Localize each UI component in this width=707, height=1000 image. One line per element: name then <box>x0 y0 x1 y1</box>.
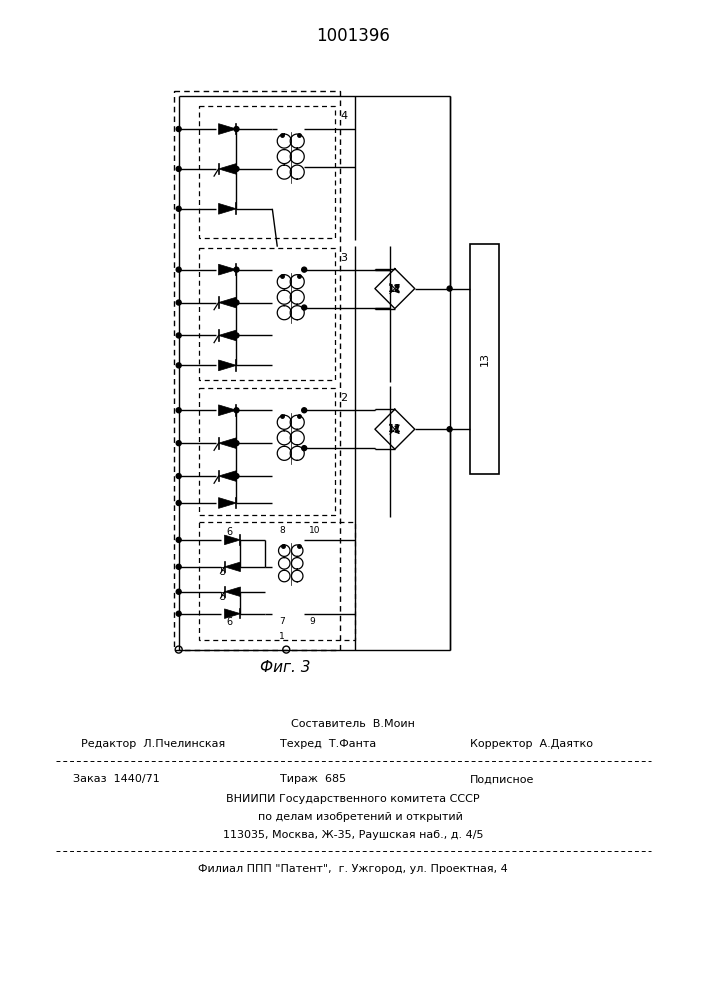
Polygon shape <box>218 264 236 275</box>
Circle shape <box>176 611 181 616</box>
Bar <box>199 248 335 380</box>
Circle shape <box>176 363 181 368</box>
Text: Составитель  В.Моин: Составитель В.Моин <box>291 719 415 729</box>
Circle shape <box>176 564 181 569</box>
Text: Редактор  Л.Пчелинская: Редактор Л.Пчелинская <box>81 739 226 749</box>
Text: 10: 10 <box>309 526 321 535</box>
Text: 8: 8 <box>279 526 285 535</box>
Text: 12: 12 <box>388 284 402 294</box>
Text: Корректор  А.Даятко: Корректор А.Даятко <box>469 739 592 749</box>
Circle shape <box>176 474 181 479</box>
Circle shape <box>234 267 239 272</box>
Text: 5: 5 <box>219 567 226 577</box>
Polygon shape <box>218 164 236 174</box>
Circle shape <box>302 408 307 413</box>
Circle shape <box>447 427 452 432</box>
Polygon shape <box>218 330 236 341</box>
Text: Техред  Т.Фанта: Техред Т.Фанта <box>280 739 377 749</box>
Text: Заказ  1440/71: Заказ 1440/71 <box>73 774 160 784</box>
Polygon shape <box>218 203 236 214</box>
Bar <box>174 91 340 650</box>
Text: 9: 9 <box>309 617 315 626</box>
Text: 4: 4 <box>340 111 347 121</box>
Bar <box>199 106 335 238</box>
Polygon shape <box>225 587 240 597</box>
Circle shape <box>176 166 181 171</box>
Circle shape <box>176 500 181 505</box>
Polygon shape <box>218 124 236 134</box>
Polygon shape <box>218 471 236 481</box>
Text: Тираж  685: Тираж 685 <box>280 774 346 784</box>
Text: 6: 6 <box>226 527 233 537</box>
Text: 7: 7 <box>279 617 285 626</box>
Text: 6: 6 <box>226 617 233 627</box>
Bar <box>199 388 335 515</box>
Circle shape <box>234 166 239 171</box>
Circle shape <box>176 300 181 305</box>
Text: 113035, Москва, Ж-35, Раушская наб., д. 4/5: 113035, Москва, Ж-35, Раушская наб., д. … <box>223 830 484 840</box>
Circle shape <box>234 333 239 338</box>
Text: 1: 1 <box>279 632 285 641</box>
Text: Подписное: Подписное <box>469 774 534 784</box>
Text: 1001396: 1001396 <box>316 27 390 45</box>
Circle shape <box>234 300 239 305</box>
Text: ВНИИПИ Государственного комитета СССР: ВНИИПИ Государственного комитета СССР <box>226 794 480 804</box>
Circle shape <box>234 127 239 132</box>
Polygon shape <box>218 405 236 416</box>
Polygon shape <box>218 498 236 508</box>
Circle shape <box>176 589 181 594</box>
Circle shape <box>234 474 239 479</box>
Text: 5: 5 <box>219 592 226 602</box>
Text: 3: 3 <box>340 253 347 263</box>
Polygon shape <box>225 609 240 618</box>
Circle shape <box>176 408 181 413</box>
Text: Филиал ППП "Патент",  г. Ужгород, ул. Проектная, 4: Филиал ППП "Патент", г. Ужгород, ул. Про… <box>198 864 508 874</box>
Circle shape <box>234 441 239 446</box>
Circle shape <box>176 537 181 542</box>
Circle shape <box>447 286 452 291</box>
Circle shape <box>302 305 307 310</box>
Circle shape <box>234 408 239 413</box>
Circle shape <box>302 267 307 272</box>
Polygon shape <box>218 297 236 308</box>
Bar <box>199 522 355 640</box>
Polygon shape <box>218 438 236 449</box>
Polygon shape <box>218 360 236 371</box>
Circle shape <box>176 333 181 338</box>
Text: 11: 11 <box>388 424 402 434</box>
Circle shape <box>176 267 181 272</box>
Polygon shape <box>225 535 240 545</box>
Circle shape <box>176 206 181 211</box>
Text: Фиг. 3: Фиг. 3 <box>260 660 310 675</box>
Text: 2: 2 <box>340 393 347 403</box>
Text: по делам изобретений и открытий: по делам изобретений и открытий <box>244 812 462 822</box>
Circle shape <box>176 441 181 446</box>
Text: 13: 13 <box>479 352 489 366</box>
Circle shape <box>302 446 307 451</box>
Bar <box>469 244 499 474</box>
Circle shape <box>176 127 181 132</box>
Polygon shape <box>225 562 240 572</box>
